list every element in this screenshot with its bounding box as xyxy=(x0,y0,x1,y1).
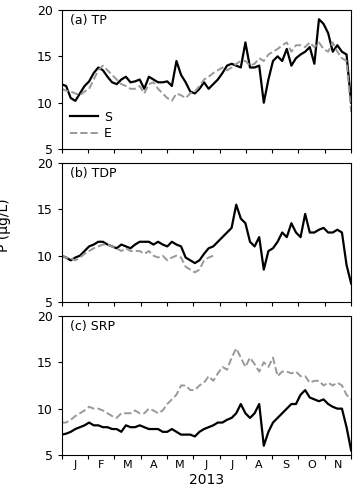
S xyxy=(179,244,183,250)
S xyxy=(96,64,101,70)
Text: P (µg/L): P (µg/L) xyxy=(0,198,10,252)
S xyxy=(243,40,248,46)
S xyxy=(220,420,224,426)
S xyxy=(59,81,64,87)
S xyxy=(349,280,353,286)
S xyxy=(96,422,101,428)
S xyxy=(179,432,183,438)
S xyxy=(202,426,206,432)
Text: (a) TP: (a) TP xyxy=(70,14,107,27)
S xyxy=(349,100,353,105)
S xyxy=(202,251,206,257)
Line: S: S xyxy=(62,204,351,284)
Text: (b) TDP: (b) TDP xyxy=(70,167,117,180)
S xyxy=(262,100,266,105)
S xyxy=(59,252,64,258)
X-axis label: 2013: 2013 xyxy=(189,472,224,486)
S xyxy=(349,448,353,454)
S xyxy=(248,239,252,245)
S xyxy=(252,244,257,250)
S xyxy=(220,70,224,76)
S xyxy=(317,16,321,22)
S xyxy=(179,72,183,78)
S xyxy=(248,415,252,421)
Line: S: S xyxy=(62,390,351,450)
S xyxy=(59,432,64,438)
S xyxy=(202,80,206,86)
Legend: S, E: S, E xyxy=(68,108,114,143)
S xyxy=(243,410,248,416)
Text: (c) SRP: (c) SRP xyxy=(70,320,115,333)
S xyxy=(303,387,307,393)
S xyxy=(96,239,101,245)
Line: S: S xyxy=(62,20,351,102)
S xyxy=(234,202,239,207)
S xyxy=(220,234,224,240)
S xyxy=(248,64,252,70)
